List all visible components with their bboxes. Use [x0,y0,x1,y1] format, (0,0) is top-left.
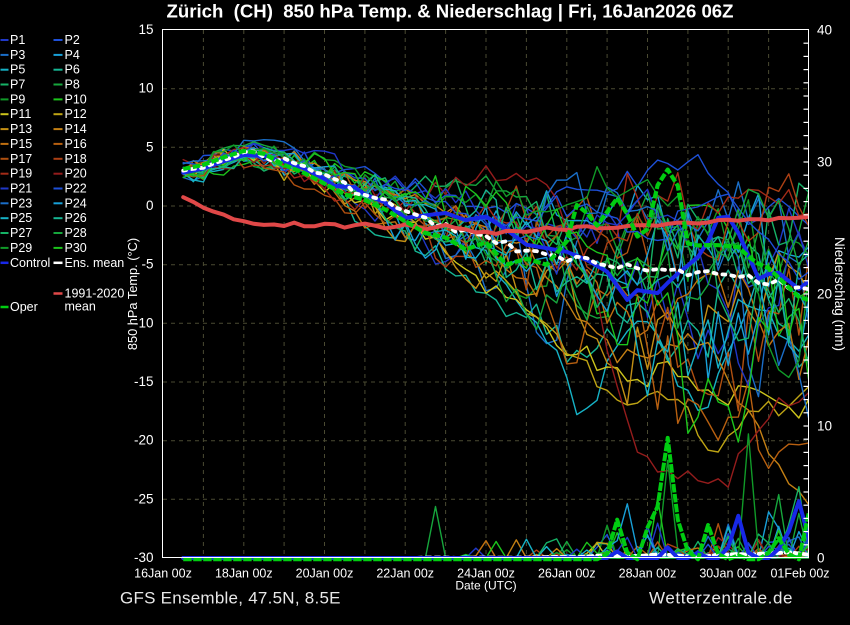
svg-text:Niederschlag (mm): Niederschlag (mm) [832,237,847,351]
svg-text:-10: -10 [134,315,154,330]
svg-text:01Feb 00z: 01Feb 00z [770,567,829,581]
svg-text:P20: P20 [65,167,87,181]
svg-text:P2: P2 [65,33,80,47]
svg-text:20Jan 00z: 20Jan 00z [296,567,354,581]
svg-text:Ens. mean: Ens. mean [65,256,125,270]
svg-text:P11: P11 [10,107,31,121]
svg-text:P8: P8 [65,78,80,92]
svg-text:P13: P13 [10,122,32,136]
svg-text:1991-2020: 1991-2020 [65,287,125,301]
svg-text:Zürich (CH) 850 hPa Temp. &: Zürich (CH) 850 hPa Temp. & Niederschlag… [167,1,734,22]
svg-text:P22: P22 [65,182,87,196]
svg-text:P30: P30 [65,241,87,255]
svg-text:mean: mean [65,300,96,314]
svg-text:P26: P26 [65,211,87,225]
svg-text:P21: P21 [10,182,32,196]
svg-text:P16: P16 [65,137,87,151]
svg-text:-15: -15 [134,374,154,389]
svg-text:Oper: Oper [10,300,38,314]
svg-text:P5: P5 [10,63,25,77]
svg-text:30Jan 00z: 30Jan 00z [699,567,757,581]
svg-text:5: 5 [146,139,154,154]
svg-text:P14: P14 [65,122,87,136]
svg-text:10: 10 [817,419,832,434]
svg-text:P18: P18 [65,152,87,166]
svg-text:0: 0 [817,551,825,566]
svg-text:P15: P15 [10,137,32,151]
svg-text:P7: P7 [10,78,25,92]
svg-text:Date (UTC): Date (UTC) [455,579,516,593]
svg-text:P10: P10 [65,92,87,106]
svg-text:16Jan 00z: 16Jan 00z [134,567,192,581]
svg-text:-20: -20 [134,433,154,448]
svg-text:P23: P23 [10,196,32,210]
svg-text:P25: P25 [10,211,32,225]
svg-text:30: 30 [817,155,832,170]
svg-text:GFS Ensemble, 47.5N, 8.5E: GFS Ensemble, 47.5N, 8.5E [120,589,341,608]
svg-text:Wetterzentrale.de: Wetterzentrale.de [649,589,793,608]
svg-text:0: 0 [146,198,154,213]
svg-text:20: 20 [817,287,832,302]
svg-text:Control: Control [10,256,50,270]
svg-text:P1: P1 [10,33,25,47]
svg-text:P17: P17 [10,152,32,166]
svg-text:P28: P28 [65,226,87,240]
svg-text:26Jan 00z: 26Jan 00z [538,567,596,581]
svg-text:-30: -30 [134,550,154,565]
svg-text:850 hPa Temp. (°C): 850 hPa Temp. (°C) [125,238,140,350]
svg-text:18Jan 00z: 18Jan 00z [215,567,273,581]
svg-text:P27: P27 [10,226,32,240]
svg-text:P6: P6 [65,63,80,77]
svg-text:P19: P19 [10,167,32,181]
svg-text:P24: P24 [65,196,87,210]
svg-text:P4: P4 [65,48,80,62]
svg-text:P3: P3 [10,48,25,62]
svg-text:P9: P9 [10,92,25,106]
svg-text:24Jan 00z: 24Jan 00z [457,567,515,581]
svg-text:P29: P29 [10,241,32,255]
svg-text:-5: -5 [141,257,153,272]
svg-text:40: 40 [817,23,832,38]
svg-text:22Jan 00z: 22Jan 00z [376,567,434,581]
svg-text:10: 10 [138,81,153,96]
svg-text:-25: -25 [134,491,154,506]
svg-text:15: 15 [138,22,153,37]
svg-text:28Jan 00z: 28Jan 00z [619,567,677,581]
svg-text:P12: P12 [65,107,87,121]
